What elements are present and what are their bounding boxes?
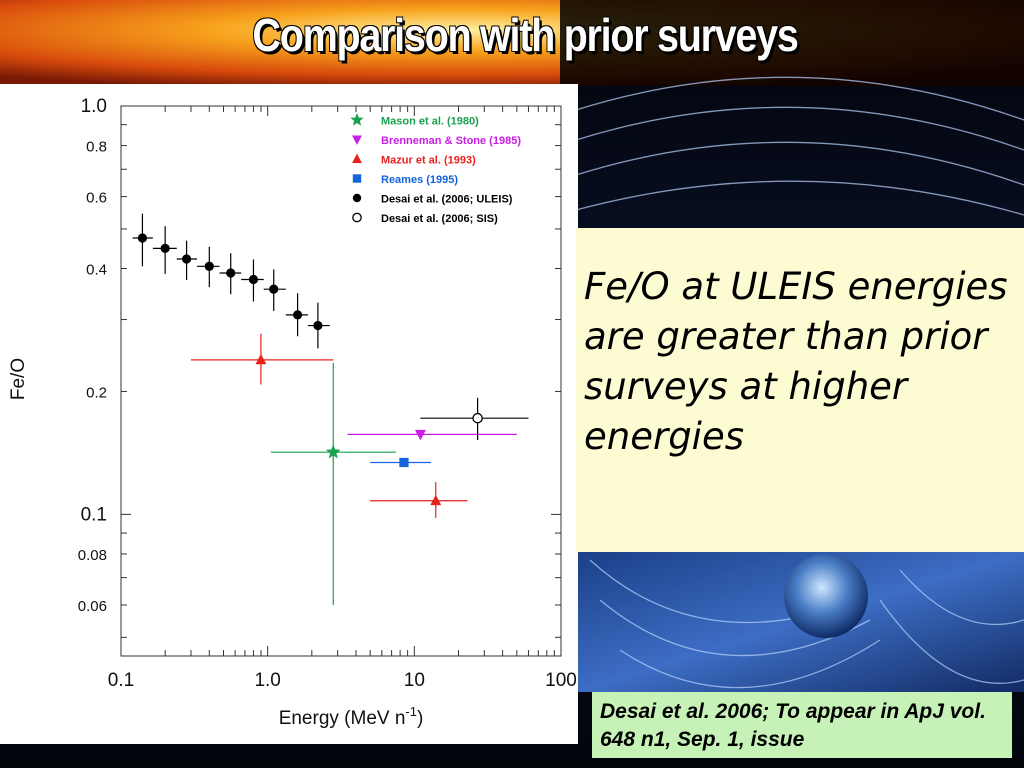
y-tick-label: 0.8 [86, 139, 107, 156]
legend-marker-star [350, 113, 364, 126]
data-point-triangle-up [430, 494, 442, 506]
legend-marker-square [352, 174, 362, 183]
legend-marker-circle [352, 193, 362, 203]
y-tick-label: 0.4 [86, 262, 107, 279]
data-point-triangle-down [414, 429, 426, 441]
y-tick-label: 1.0 [81, 96, 107, 117]
data-point-circle [313, 320, 323, 331]
plot-frame [120, 105, 562, 657]
fe-o-chart: 0.1 1.0 10 100 1.0 0.8 0.6 0.4 0.2 0.1 0.08 0.06 Ene… [8, 96, 577, 729]
y-axis-label: Fe/O [8, 358, 29, 400]
slide-title: Comparison with prior surveys [252, 9, 798, 61]
legend-marker-triangle-down [352, 135, 362, 145]
legend-label: Desai et al. (2006; ULEIS) [381, 194, 513, 206]
data-point-circle [226, 268, 236, 278]
data-point-star [325, 444, 341, 459]
x-axis-label: Energy (MeV n-1) [279, 704, 424, 729]
citation-box: Desai et al. 2006; To appear in ApJ vol.… [592, 692, 1012, 758]
legend-marker-triangle-up [352, 153, 362, 164]
y-tick-label: 0.6 [86, 190, 107, 207]
note-box: Fe/O at ULEIS energies are greater than … [576, 228, 1024, 552]
data-point-circle [248, 274, 259, 285]
legend-label: Reames (1995) [381, 174, 458, 186]
legend-label: Brenneman & Stone (1985) [381, 135, 521, 147]
y-tick-label: 0.1 [81, 504, 107, 525]
legend-label: Desai et al. (2006; SIS) [381, 213, 498, 225]
citation-text: Desai et al. 2006; To appear in ApJ vol.… [600, 700, 986, 751]
chart-panel: 0.1 1.0 10 100 1.0 0.8 0.6 0.4 0.2 0.1 0.08 0.06 Ene… [0, 84, 578, 744]
data-point-circle [269, 284, 279, 294]
legend-marker-circle-open [352, 212, 362, 223]
legend-label: Mazur et al. (1993) [381, 155, 476, 167]
x-tick-label: 1.0 [254, 670, 280, 691]
legend-label: Mason et al. (1980) [381, 116, 479, 128]
data-point-square [399, 457, 409, 468]
data-point-triangle-up [255, 353, 267, 365]
data-point-circle [204, 261, 214, 271]
data-point-circle [181, 254, 192, 264]
y-tick-label: 0.06 [78, 598, 107, 615]
x-tick-label: 10 [404, 670, 425, 691]
data-point-circle [160, 243, 170, 254]
data-point-circle [292, 310, 303, 320]
data-point-circle-open [472, 412, 483, 424]
x-tick-label: 0.1 [108, 670, 134, 691]
x-tick-label: 100 [545, 670, 577, 691]
data-point-circle [137, 233, 148, 243]
y-tick-label: 0.2 [86, 384, 107, 401]
y-tick-label: 0.08 [78, 547, 107, 564]
note-text: Fe/O at ULEIS energies are greater than … [584, 265, 1008, 458]
